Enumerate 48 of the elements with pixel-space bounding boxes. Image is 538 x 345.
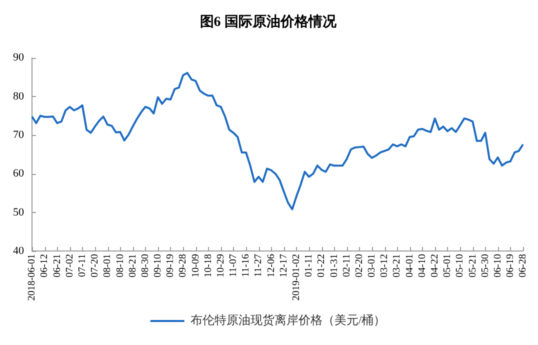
- x-tick-label: 12-06: [266, 254, 277, 278]
- y-tick-label: 90: [13, 52, 24, 64]
- y-tick-label: 50: [13, 206, 24, 218]
- x-tick-label: 01-11: [304, 254, 315, 277]
- x-tick-label: 05-01: [442, 254, 454, 278]
- x-tick-label: 06-21: [52, 254, 63, 278]
- x-tick-label: 02-20: [354, 254, 365, 278]
- x-tick-label: 04-22: [429, 254, 440, 278]
- x-tick-label: 11-07: [228, 254, 240, 277]
- x-tick-label: 04-10: [416, 254, 428, 278]
- x-tick-label: 06-10: [492, 254, 504, 278]
- x-tick-label: 11-27: [253, 254, 264, 277]
- x-tick-label: 2019-01-02: [291, 254, 302, 301]
- x-tick-label: 10-09: [190, 254, 202, 278]
- x-tick-label: 07-02: [64, 254, 76, 278]
- x-tick-label: 02-11: [341, 254, 352, 277]
- x-tick-label: 06-12: [39, 254, 50, 278]
- x-tick-label: 10-29: [215, 254, 226, 278]
- x-tick-label: 09-28: [178, 254, 189, 278]
- chart-title: 图6 国际原油价格情况: [200, 14, 338, 30]
- x-tick-label: 2018-06-01: [26, 254, 38, 301]
- x-tick-label: 01-31: [328, 254, 340, 278]
- x-tick-label: 04-01: [404, 254, 416, 278]
- x-tick-label: 03-12: [379, 254, 390, 278]
- x-tick-label: 07-11: [76, 254, 88, 277]
- x-tick-label: 05-21: [467, 254, 478, 278]
- x-tick-label: 12-17: [278, 254, 290, 278]
- x-tick-label: 10-18: [202, 254, 214, 278]
- y-tick-label: 80: [13, 90, 24, 102]
- x-tick-label: 11-16: [240, 254, 252, 277]
- x-tick-label: 03-01: [366, 254, 378, 278]
- x-tick-label: 05-10: [454, 254, 466, 278]
- x-tick-label: 07-20: [90, 254, 101, 278]
- x-tick-label: 06-28: [518, 254, 529, 278]
- x-tick-label: 01-22: [316, 254, 328, 278]
- legend-label: 布伦特原油现货离岸价格（美元/桶）: [190, 313, 386, 328]
- y-tick-label: 70: [13, 128, 24, 141]
- x-tick-label: 08-21: [127, 254, 138, 278]
- x-tick-label: 03-21: [392, 254, 403, 278]
- x-tick-label: 05-30: [480, 254, 491, 278]
- x-tick-label: 06-19: [505, 254, 516, 278]
- x-tick-label: 08-30: [140, 254, 151, 278]
- x-tick-label: 09-10: [152, 254, 164, 278]
- x-tick-label: 09-19: [165, 254, 176, 278]
- x-tick-label: 08-01: [102, 254, 114, 278]
- y-tick-label: 40: [13, 244, 24, 257]
- y-tick-label: 60: [13, 168, 24, 180]
- x-tick-label: 08-10: [114, 254, 126, 278]
